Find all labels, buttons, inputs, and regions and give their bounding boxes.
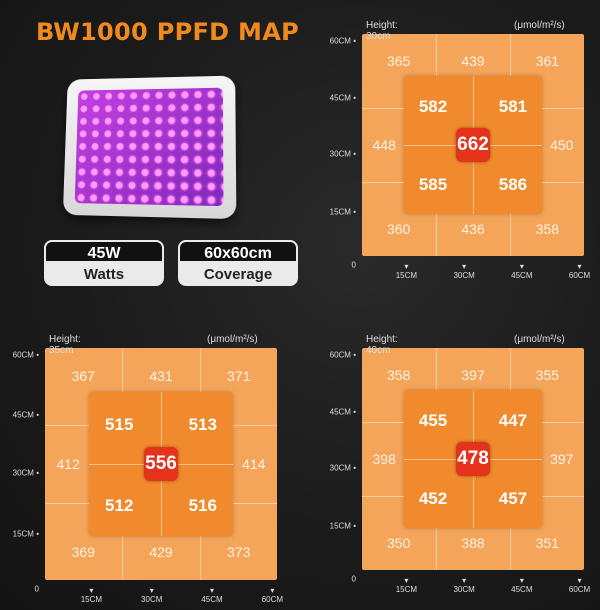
led-array: [75, 88, 224, 206]
ppfd-inner-value: 582: [403, 97, 463, 117]
ppfd-inner-value: 585: [403, 175, 463, 195]
ppfd-outer-value: 450: [532, 137, 592, 153]
x-axis-tick: ▾ 45CM: [201, 586, 222, 604]
ppfd-outer-value: 371: [209, 368, 269, 384]
ppfd-outer-value: 429: [131, 544, 191, 560]
y-axis-tick: 45CM •: [1, 411, 39, 420]
ppfd-outer-value: 414: [224, 456, 284, 472]
ppfd-outer-value: 360: [369, 221, 429, 237]
ppfd-inner-value: 513: [173, 415, 233, 435]
spec-coverage-label: Coverage: [178, 263, 298, 286]
y-axis-tick: 0: [318, 574, 356, 583]
ppfd-outer-value: 431: [131, 368, 191, 384]
x-axis-tick: ▾ 15CM: [81, 586, 102, 604]
ppfd-outer-value: 361: [517, 53, 577, 69]
grow-light-product-image: [62, 76, 234, 216]
y-axis-tick: 45CM •: [318, 94, 356, 103]
ppfd-outer-value: 365: [369, 53, 429, 69]
ppfd-outer-value: 448: [354, 137, 414, 153]
y-axis-tick: 15CM •: [318, 521, 356, 530]
y-axis-tick: 30CM •: [318, 463, 356, 472]
ppfd-inner-value: 586: [483, 175, 543, 195]
ppfd-outer-value: 358: [517, 221, 577, 237]
map-height-label: Height: 35cm: [49, 334, 81, 356]
y-axis-tick: 0: [318, 260, 356, 269]
map-unit-label: (μmol/m²/s): [514, 20, 565, 31]
x-axis-tick: ▾ 15CM: [396, 262, 417, 280]
ppfd-inner-value: 457: [483, 489, 543, 509]
map-height-label: Height: 40cm: [366, 334, 398, 356]
ppfd-outer-value: 350: [369, 535, 429, 551]
ppfd-outer-value: 369: [53, 544, 113, 560]
y-axis-tick: 15CM •: [1, 529, 39, 538]
y-axis-tick: 60CM •: [318, 350, 356, 359]
ppfd-outer-value: 436: [443, 221, 503, 237]
page-title: BW1000 PPFD MAP: [36, 18, 299, 46]
ppfd-inner-value: 452: [403, 489, 463, 509]
ppfd-outer-value: 358: [369, 367, 429, 383]
x-axis-tick: ▾ 30CM: [141, 586, 162, 604]
x-axis-tick: ▾ 30CM: [453, 576, 474, 594]
y-axis-tick: 60CM •: [1, 350, 39, 359]
ppfd-inner-value: 455: [403, 411, 463, 431]
x-axis-tick: ▾ 60CM: [262, 586, 283, 604]
ppfd-outer-value: 351: [517, 535, 577, 551]
map-unit-label: (μmol/m²/s): [514, 334, 565, 345]
x-axis-tick: ▾ 45CM: [511, 576, 532, 594]
ppfd-inner-value: 515: [89, 415, 149, 435]
ppfd-outer-value: 367: [53, 368, 113, 384]
y-axis-tick: 15CM •: [318, 207, 356, 216]
ppfd-inner-value: 447: [483, 411, 543, 431]
ppfd-outer-value: 388: [443, 535, 503, 551]
ppfd-outer-value: 373: [209, 544, 269, 560]
ppfd-inner-value: 516: [173, 496, 233, 516]
ppfd-outer-value: 355: [517, 367, 577, 383]
y-axis-tick: 45CM •: [318, 408, 356, 417]
x-axis-tick: ▾ 60CM: [569, 576, 590, 594]
ppfd-center-value: 478: [456, 442, 489, 475]
x-axis-tick: ▾ 60CM: [569, 262, 590, 280]
spec-watts: 45W Watts: [44, 240, 164, 286]
ppfd-outer-value: 412: [38, 456, 98, 472]
light-panel: [63, 76, 237, 220]
map-unit-label: (μmol/m²/s): [207, 334, 258, 345]
map-height-label: Height: 30cm: [366, 20, 398, 42]
ppfd-outer-value: 397: [532, 451, 592, 467]
y-axis-tick: 0: [1, 585, 39, 594]
spec-coverage: 60x60cm Coverage: [178, 240, 298, 286]
spec-watts-value: 45W: [44, 240, 164, 263]
y-axis-tick: 30CM •: [318, 149, 356, 158]
x-axis-tick: ▾ 15CM: [396, 576, 417, 594]
ppfd-outer-value: 397: [443, 367, 503, 383]
y-axis-tick: 30CM •: [1, 469, 39, 478]
ppfd-inner-value: 581: [483, 97, 543, 117]
ppfd-center-value: 556: [144, 447, 179, 482]
ppfd-outer-value: 439: [443, 53, 503, 69]
y-axis-tick: 60CM •: [318, 36, 356, 45]
ppfd-outer-value: 398: [354, 451, 414, 467]
x-axis-tick: ▾ 45CM: [511, 262, 532, 280]
spec-watts-label: Watts: [44, 263, 164, 286]
ppfd-inner-value: 512: [89, 496, 149, 516]
x-axis-tick: ▾ 30CM: [453, 262, 474, 280]
spec-coverage-value: 60x60cm: [178, 240, 298, 263]
ppfd-center-value: 662: [456, 128, 489, 161]
